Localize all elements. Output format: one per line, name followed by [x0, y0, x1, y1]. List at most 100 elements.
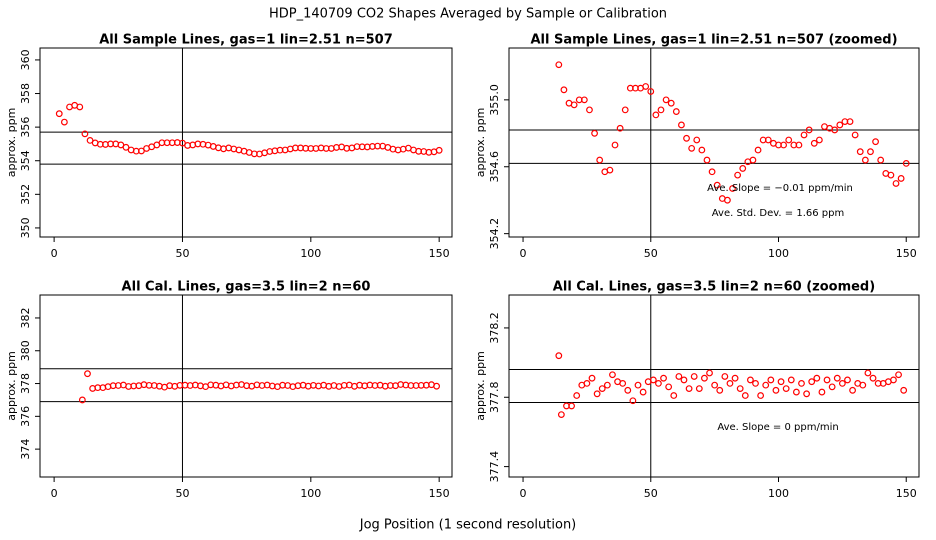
point: [785, 136, 793, 144]
y-tick-label: 380: [19, 340, 32, 361]
point: [621, 106, 629, 114]
annotation: Ave. Std. Dev. = 1.66 ppm: [712, 208, 844, 219]
point: [683, 134, 690, 142]
point: [777, 378, 785, 386]
point: [593, 390, 601, 398]
point: [606, 166, 614, 174]
point: [670, 392, 678, 399]
point: [433, 382, 440, 390]
point: [55, 110, 63, 118]
point: [667, 99, 675, 107]
point: [583, 380, 591, 387]
panel-title: All Cal. Lines, gas=3.5 lin=2 n=60: [122, 280, 371, 295]
point: [800, 131, 808, 139]
y-tick-label: 354.6: [488, 151, 501, 183]
point: [856, 148, 864, 156]
point: [711, 381, 719, 389]
point: [570, 101, 578, 109]
point: [877, 156, 885, 164]
point: [747, 376, 754, 384]
x-tick-label: 100: [768, 487, 789, 500]
point: [828, 383, 836, 391]
panel-title: All Cal. Lines, gas=3.5 lin=2 n=60 (zoom…: [553, 280, 875, 295]
point: [798, 380, 805, 387]
point: [680, 376, 688, 384]
y-tick-label: 350: [19, 217, 32, 238]
x-tick-label: 0: [520, 487, 527, 500]
point: [690, 373, 698, 380]
point: [859, 381, 867, 389]
y-tick-label: 355.0: [488, 84, 501, 116]
point: [752, 380, 759, 387]
figure-title: HDP_140709 CO2 Shapes Averaged by Sample…: [269, 7, 667, 22]
point: [586, 106, 593, 114]
point: [736, 385, 744, 393]
y-tick-label: 360: [19, 49, 32, 70]
point: [864, 369, 872, 377]
point: [701, 374, 708, 382]
y-tick-label: 354.2: [488, 218, 501, 250]
x-tick-label: 150: [429, 247, 450, 260]
point: [792, 388, 800, 396]
plot-frame: [508, 294, 920, 478]
panel: All Sample Lines, gas=1 lin=2.51 n=507 ap…: [5, 33, 453, 260]
point: [713, 181, 721, 189]
point: [721, 373, 729, 380]
panel-title: All Sample Lines, gas=1 lin=2.51 n=507: [99, 33, 393, 48]
x-tick-label: 100: [300, 247, 321, 260]
point: [573, 392, 581, 399]
y-tick-label: 378: [19, 373, 32, 394]
point: [803, 390, 811, 398]
y-tick-label: 374: [19, 439, 32, 460]
y-axis-label: approx. ppm: [474, 351, 487, 421]
point: [580, 96, 588, 104]
y-axis-label: approx. ppm: [5, 351, 18, 421]
point: [890, 376, 897, 384]
point: [596, 156, 604, 164]
point: [762, 381, 770, 389]
point: [685, 385, 693, 393]
point: [892, 180, 900, 187]
points: [55, 101, 443, 158]
point: [624, 386, 632, 394]
point: [838, 380, 846, 387]
point: [86, 136, 94, 144]
point: [787, 376, 795, 384]
point: [629, 397, 637, 405]
point: [647, 88, 655, 95]
point: [557, 411, 565, 419]
point: [619, 380, 627, 387]
point: [555, 61, 563, 69]
point: [831, 126, 839, 134]
panel: All Cal. Lines, gas=3.5 lin=2 n=60 (zoom…: [474, 280, 920, 500]
y-tick-label: 354: [19, 150, 32, 171]
y-tick-label: 382: [19, 307, 32, 328]
points: [555, 352, 908, 419]
x-tick-label: 50: [644, 487, 658, 500]
point: [836, 121, 844, 129]
point: [872, 138, 879, 146]
y-tick-label: 376: [19, 406, 32, 427]
y-axis-label: approx. ppm: [5, 108, 18, 178]
point: [833, 374, 841, 382]
y-tick-label: 358: [19, 83, 32, 104]
point: [688, 144, 696, 152]
point: [78, 396, 86, 404]
point: [726, 380, 734, 387]
point: [729, 185, 736, 192]
annotation: Ave. Slope = 0 ppm/min: [717, 422, 838, 433]
point: [655, 380, 662, 387]
point: [708, 168, 716, 176]
point: [813, 374, 821, 382]
point: [598, 385, 606, 393]
point: [675, 373, 683, 380]
point: [560, 86, 568, 94]
point: [672, 108, 680, 115]
point: [137, 147, 145, 155]
point: [678, 121, 685, 129]
panel-title: All Sample Lines, gas=1 lin=2.51 n=507 (…: [530, 33, 897, 48]
point: [568, 402, 575, 410]
x-tick-label: 150: [429, 487, 450, 500]
y-tick-label: 377.4: [488, 451, 501, 483]
point: [818, 388, 826, 396]
